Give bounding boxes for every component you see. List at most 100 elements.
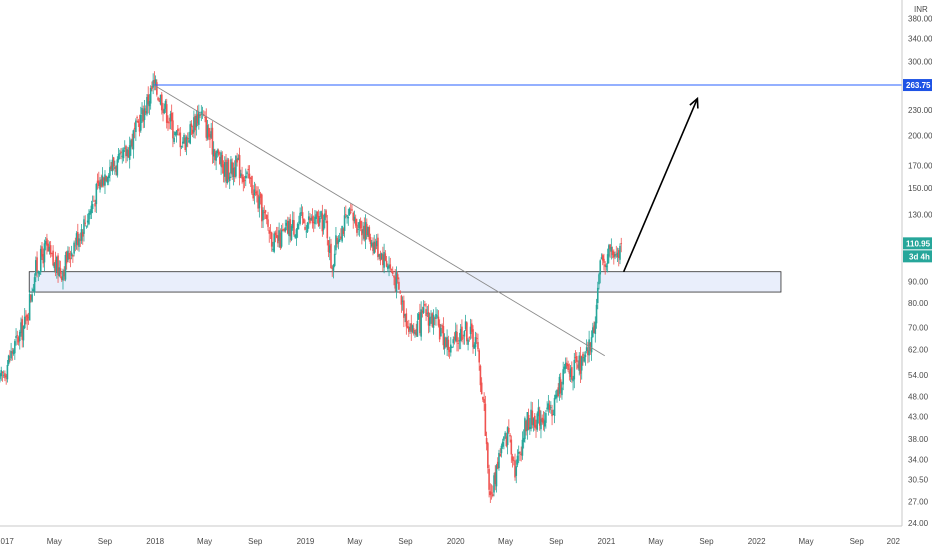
candle [31,287,33,303]
candle-body [105,175,108,182]
candle [520,446,522,462]
candle-body [152,80,154,88]
candle-body [31,294,33,302]
candle-body [139,114,142,131]
candle-body [490,492,493,494]
candle-body [338,238,341,242]
candle-body [361,229,363,236]
candle [73,240,75,257]
candle [254,183,257,197]
candle [121,147,124,164]
candle-body [441,325,443,327]
y-axis[interactable]: 24.00 27.00 30.50 34.00 38.00 43.00 48.00 54.00… [901,0,932,528]
candle-body [59,268,62,274]
candle [172,112,174,148]
candle [168,117,171,130]
candle-body [375,240,378,247]
candle [96,173,99,190]
candle [177,124,179,136]
candle [123,140,126,153]
candle-body [12,350,15,355]
candle [380,252,383,260]
candle [354,214,357,228]
candle [440,324,442,337]
candle [300,204,303,217]
candle [328,236,331,261]
candle-body [257,194,259,209]
candle [282,223,284,232]
candle-body [592,327,594,338]
candle-body [535,425,537,429]
candle [352,211,355,229]
candle [377,233,379,261]
candle-body [253,189,256,195]
candle-body [584,354,587,358]
candle-body [489,491,492,496]
candle-body [606,254,609,264]
candle-body [63,269,66,277]
candle [280,224,283,249]
candle [214,148,216,166]
candle-body [198,111,200,125]
y-tick-label: 200.00 [908,132,932,141]
candle-body [374,242,377,250]
candle [195,110,198,136]
candle-body [485,438,488,445]
candle-body [427,312,430,326]
candle-body [525,421,527,432]
candle [393,275,395,286]
candle-body [562,369,564,385]
candle-body [262,209,264,221]
candle [206,119,209,141]
y-tick-label: 24.00 [908,519,929,528]
candle [493,472,495,497]
candle [249,176,252,188]
candle-body [390,269,393,270]
candle [267,211,269,231]
candle [205,108,208,141]
candle-body [529,426,531,430]
candle-body [428,317,431,326]
candle [600,253,603,260]
candle [529,418,531,435]
candle [163,103,166,115]
resistance-price-tag: 263.75 [903,79,932,92]
candle-body [488,468,490,490]
candle-body [598,274,600,285]
candle-body [572,378,574,382]
candle-body [10,351,12,359]
candle [441,323,443,334]
candle-body [501,441,504,447]
candle-body [433,317,436,319]
candle-body [242,177,245,183]
candle [488,464,490,498]
candle-body [265,214,268,220]
candle-body [44,241,47,245]
candle [215,150,217,171]
candle-body [401,300,404,302]
candle-body [64,255,67,280]
candle-body [32,289,35,292]
candle-body [325,210,327,218]
candle [585,339,588,354]
candle [556,389,558,403]
candle-body [378,254,380,257]
candle [238,147,241,186]
candle [316,211,319,224]
candle-body [48,246,51,252]
candle-body [38,272,41,275]
candle-body [163,108,166,114]
candle [468,336,471,342]
candle [132,129,135,159]
candle [63,266,66,281]
candle [541,414,543,426]
candle [169,110,172,130]
candle-body [115,165,117,172]
candle [257,186,259,213]
candle [101,167,104,188]
x-axis[interactable]: 2017 May Sep 2018 May Sep 2019 May Sep 2020 May Sep… [0,525,902,546]
candle-body [70,252,73,256]
candle-body [453,336,456,340]
x-tick-label: Sep [98,537,113,546]
